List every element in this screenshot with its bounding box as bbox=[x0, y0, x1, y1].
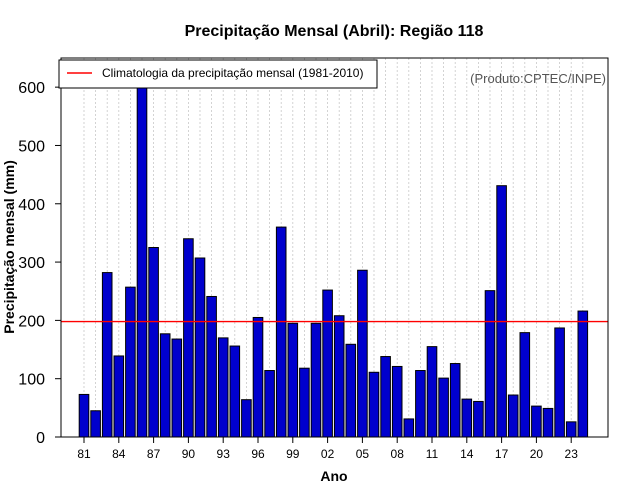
vertical-grid bbox=[83, 58, 584, 437]
bar-2010 bbox=[415, 370, 426, 438]
x-axis-title: Ano bbox=[320, 468, 347, 484]
bar-2023 bbox=[565, 421, 577, 438]
chart-title: Precipitação Mensal (Abril): Região 118 bbox=[185, 23, 484, 40]
x-tick-label: 14 bbox=[460, 447, 474, 461]
x-tick-label: 87 bbox=[147, 447, 161, 461]
y-tick-label: 600 bbox=[18, 80, 45, 97]
y-axis-title: Precipitação mensal (mm) bbox=[1, 160, 17, 334]
bar-2018 bbox=[507, 394, 519, 438]
bar-1983 bbox=[101, 272, 113, 438]
bar-1988 bbox=[159, 333, 171, 438]
bar-2013 bbox=[449, 363, 461, 438]
legend-box bbox=[58, 59, 378, 89]
bar-series bbox=[78, 86, 589, 438]
bar-2001 bbox=[310, 322, 322, 438]
x-tick-label: 99 bbox=[286, 447, 300, 461]
bar-2020 bbox=[531, 405, 542, 438]
x-tick-label: 17 bbox=[495, 447, 509, 461]
bar-2004 bbox=[345, 343, 357, 438]
bar-1996 bbox=[252, 316, 264, 438]
x-tick-label: 23 bbox=[565, 447, 579, 461]
y-tick-label: 0 bbox=[36, 430, 45, 447]
bar-1989 bbox=[171, 338, 183, 438]
bar-1982 bbox=[90, 410, 101, 438]
x-tick-label: 11 bbox=[426, 447, 439, 461]
bar-1987 bbox=[148, 247, 159, 438]
bar-1992 bbox=[206, 295, 217, 438]
plot-frame bbox=[60, 57, 609, 438]
bar-2022 bbox=[554, 327, 565, 438]
bar-2000 bbox=[299, 367, 310, 438]
x-tick-label: 05 bbox=[356, 447, 370, 461]
x-tick-label: 02 bbox=[321, 447, 335, 461]
bar-1981 bbox=[78, 393, 90, 438]
y-tick-label: 500 bbox=[18, 138, 45, 155]
bar-2003 bbox=[333, 315, 345, 438]
x-axis: 81 84 87 90 93 96 99 02 05 08 11 14 17 20 23 bbox=[77, 437, 578, 461]
x-tick-label: 90 bbox=[182, 447, 196, 461]
bar-2005 bbox=[357, 269, 368, 438]
legend: Climatologia da precipitação mensal (198… bbox=[58, 59, 378, 89]
bar-1991 bbox=[194, 257, 206, 438]
legend-label: Climatologia da precipitação mensal (198… bbox=[102, 66, 363, 80]
bar-1990 bbox=[183, 238, 194, 438]
bar-1997 bbox=[264, 370, 275, 438]
x-tick-label: 96 bbox=[251, 447, 265, 461]
y-tick-label: 400 bbox=[18, 197, 45, 214]
bar-1994 bbox=[229, 345, 241, 438]
y-axis: 0 100 200 300 400 500 600 bbox=[18, 80, 61, 447]
bar-2014 bbox=[461, 398, 473, 438]
y-tick-label: 300 bbox=[18, 255, 45, 272]
y-tick-label: 200 bbox=[18, 313, 45, 330]
bar-2024 bbox=[577, 310, 589, 438]
bar-2009 bbox=[403, 418, 415, 438]
source-note: (Produto:CPTEC/INPE) bbox=[470, 71, 606, 86]
bar-2016 bbox=[484, 290, 496, 438]
bar-2008 bbox=[391, 365, 403, 438]
bar-2006 bbox=[368, 371, 380, 438]
bar-1998 bbox=[275, 226, 287, 438]
bar-2015 bbox=[473, 400, 484, 438]
x-tick-label: 81 bbox=[77, 447, 91, 461]
bar-1984 bbox=[113, 355, 125, 438]
bar-1986 bbox=[136, 86, 148, 438]
bar-1999 bbox=[287, 322, 299, 438]
x-tick-label: 93 bbox=[217, 447, 231, 461]
y-tick-label: 100 bbox=[18, 372, 45, 389]
bar-2019 bbox=[519, 332, 531, 438]
bar-2017 bbox=[496, 185, 507, 438]
bar-2002 bbox=[322, 289, 333, 438]
x-tick-label: 84 bbox=[112, 447, 126, 461]
bar-1985 bbox=[125, 286, 136, 438]
bar-1995 bbox=[241, 399, 252, 438]
bar-2021 bbox=[542, 407, 554, 438]
bar-2007 bbox=[380, 356, 391, 438]
x-tick-label: 08 bbox=[391, 447, 405, 461]
x-tick-label: 20 bbox=[530, 447, 544, 461]
bar-1993 bbox=[217, 337, 229, 438]
bar-2011 bbox=[426, 346, 438, 438]
bar-2012 bbox=[438, 377, 449, 438]
